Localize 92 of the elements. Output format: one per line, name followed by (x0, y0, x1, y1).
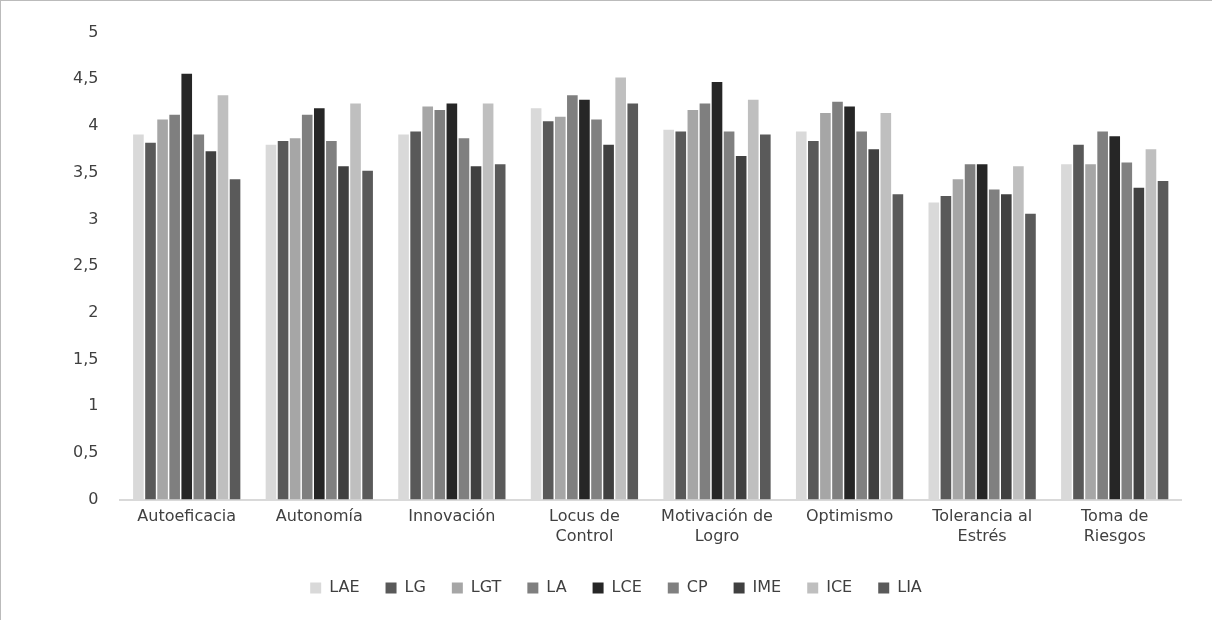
bar (687, 110, 699, 500)
bar (711, 82, 723, 500)
bar (699, 103, 711, 500)
x-tick-label: Optimismo (805, 506, 894, 526)
legend-label: LG (404, 577, 426, 597)
bar (446, 103, 458, 500)
bar (976, 164, 988, 500)
bar (1109, 136, 1121, 500)
bar (820, 112, 831, 500)
bar (892, 194, 904, 500)
x-tick-label: Innovación (408, 506, 496, 526)
legend-label: CP (686, 577, 708, 597)
bar (952, 179, 964, 500)
bar (494, 164, 506, 500)
y-tick-label: 3,5 (72, 161, 99, 181)
bar (482, 103, 494, 500)
bar (422, 106, 434, 500)
y-tick-label: 0,5 (72, 442, 99, 462)
bar (542, 121, 554, 500)
bar (350, 103, 361, 500)
bar (1025, 213, 1036, 500)
bar (615, 77, 626, 500)
legend-label: LIA (897, 577, 922, 597)
bar (458, 138, 470, 500)
legend-label: IME (752, 577, 782, 597)
bar (760, 134, 771, 500)
bar (844, 106, 855, 500)
x-tick-label: Motivación de Logro (661, 506, 773, 545)
bar (410, 131, 421, 500)
bar (205, 151, 217, 500)
bar (1145, 149, 1157, 500)
x-tick-label: Tolerancia al Estrés (931, 506, 1033, 545)
x-tick-label: Locus de Control (549, 506, 620, 545)
bar (832, 101, 843, 500)
bar (313, 108, 325, 500)
bar (169, 114, 180, 500)
bar (856, 131, 867, 500)
legend-label: ICE (826, 577, 853, 597)
y-tick-label: 4,5 (72, 68, 99, 88)
y-tick-label: 1 (88, 395, 99, 415)
legend-label: LCE (611, 577, 642, 597)
bar (1013, 166, 1024, 500)
bar (627, 103, 639, 500)
bar (591, 119, 602, 500)
bar (434, 110, 446, 500)
bar (145, 142, 156, 500)
legend-label: LGT (470, 577, 502, 597)
bar (1073, 144, 1084, 500)
bar (603, 144, 614, 500)
bar (1000, 194, 1012, 500)
y-tick-label: 2,5 (72, 255, 99, 275)
bar (193, 134, 205, 500)
legend-label: LAE (329, 577, 360, 597)
bar (675, 131, 687, 500)
y-tick-label: 2 (88, 301, 99, 321)
bar (747, 99, 759, 500)
bar (181, 73, 193, 500)
bar (470, 166, 482, 500)
bar (1085, 164, 1096, 500)
y-tick-label: 4 (88, 115, 99, 135)
bar (326, 140, 337, 500)
bar (1157, 181, 1169, 500)
bar (964, 164, 976, 500)
bar (229, 179, 241, 500)
bar (289, 138, 301, 500)
x-tick-label: Toma de Riesgos (1080, 506, 1149, 545)
bar (554, 116, 566, 500)
bar (217, 95, 229, 500)
bar (735, 155, 747, 500)
y-tick-label: 5 (88, 21, 99, 41)
bar (988, 189, 1000, 500)
bar (362, 170, 373, 500)
bar (567, 95, 578, 500)
bar (157, 119, 168, 500)
bar (880, 112, 892, 500)
bar (723, 131, 735, 500)
bar (301, 114, 313, 500)
bar (868, 149, 880, 500)
x-tick-label: Autonomía (275, 506, 363, 526)
bar (579, 99, 590, 500)
y-tick-label: 3 (88, 208, 99, 228)
x-tick-label: Autoeficacia (137, 506, 237, 526)
bar (277, 140, 289, 500)
bar (338, 166, 349, 500)
legend-label: LA (546, 577, 567, 597)
y-tick-label: 1,5 (72, 348, 99, 368)
bar (940, 196, 952, 500)
bar (808, 140, 819, 500)
bar (1133, 187, 1145, 500)
bar (1121, 162, 1133, 500)
bar (1097, 131, 1108, 500)
y-tick-label: 0 (88, 488, 99, 508)
